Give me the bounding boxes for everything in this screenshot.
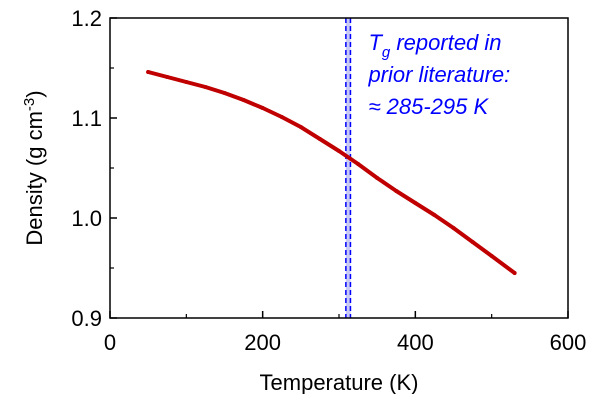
y-tick-label: 1.0	[71, 206, 102, 231]
series-line-0	[146, 70, 517, 275]
y-axis-title-close: )	[22, 90, 47, 97]
data-point	[222, 91, 227, 95]
data-point	[375, 176, 380, 180]
data-point	[146, 70, 151, 74]
data-point	[241, 98, 246, 102]
data-point	[432, 213, 437, 217]
y-axis-title-base: Density (g cm	[22, 111, 47, 245]
tg-band	[345, 18, 352, 318]
y-tick-label: 0.9	[71, 306, 102, 331]
x-tick-label: 200	[244, 330, 281, 355]
data-point	[317, 137, 322, 141]
x-tick-label: 400	[397, 330, 434, 355]
x-tick-label: 600	[550, 330, 587, 355]
data-point	[298, 125, 303, 129]
data-point	[165, 75, 170, 79]
data-point	[470, 240, 475, 244]
y-axis-title-superscript: -3	[21, 98, 38, 111]
annotation-line-1-rest: reported in	[390, 30, 501, 55]
x-axis-title: Temperature (K)	[260, 370, 419, 394]
y-axis-title: Density (g cm-3)	[21, 90, 47, 245]
annotation-line-2: prior literature:	[367, 62, 510, 87]
annotation-tg-subscript: g	[382, 44, 391, 61]
data-point	[512, 271, 517, 275]
series-group	[146, 70, 517, 275]
data-point	[489, 254, 494, 258]
data-point	[394, 189, 399, 193]
data-point	[413, 201, 418, 205]
annotation-line-1: Tg reported in	[368, 30, 501, 61]
data-point	[260, 106, 265, 110]
data-point	[203, 85, 208, 89]
y-tick-label: 1.2	[71, 6, 102, 31]
annotation-tg-symbol: T	[368, 30, 383, 55]
tg-annotation: Tg reported in prior literature: ≈ 285-2…	[367, 30, 510, 119]
ticks-group: 0 200 400 600 0.9 1.0 1.1 1.2	[71, 6, 586, 355]
annotation-line-3: ≈ 285-295 K	[368, 94, 489, 119]
data-point	[279, 115, 284, 119]
data-point	[451, 226, 456, 230]
data-point	[184, 80, 189, 84]
tg-band-fill	[345, 18, 351, 318]
y-tick-label: 1.1	[71, 106, 102, 131]
x-tick-label: 0	[104, 330, 116, 355]
data-point	[356, 162, 361, 166]
data-point	[337, 149, 341, 153]
